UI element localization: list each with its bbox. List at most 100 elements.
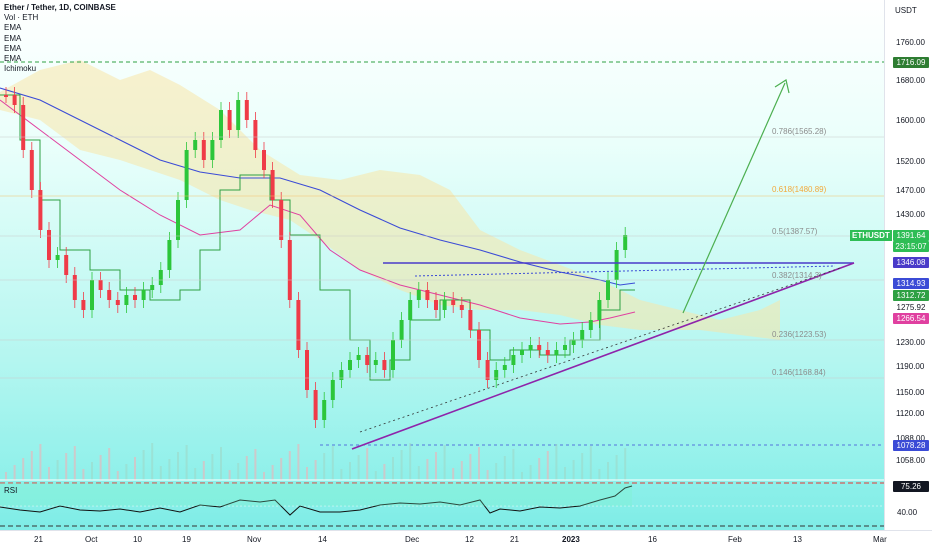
volume-bar bbox=[220, 447, 222, 480]
candle-body bbox=[64, 255, 69, 275]
price-tick: 1230.00 bbox=[896, 338, 925, 347]
fib-label-0382: 0.382(1314.3) bbox=[772, 271, 822, 280]
ichimoku-indicator[interactable]: Ichimoku bbox=[4, 64, 37, 74]
volume-bar bbox=[555, 444, 558, 480]
volume-bars bbox=[5, 443, 627, 480]
price-tick: 1520.00 bbox=[896, 157, 925, 166]
ichimoku-conversion-line bbox=[0, 94, 635, 381]
candle-body bbox=[115, 300, 120, 305]
candle-body bbox=[107, 290, 112, 300]
volume-bar bbox=[495, 463, 498, 480]
support-price-tag: 1078.28 bbox=[893, 440, 929, 451]
candle-body bbox=[90, 280, 94, 310]
rsi-label[interactable]: RSI bbox=[4, 486, 18, 495]
symbol-title[interactable]: Ether / Tether, 1D, COINBASE bbox=[4, 3, 116, 12]
volume-bar bbox=[271, 465, 274, 480]
fib-label-0786: 0.786(1565.28) bbox=[772, 127, 827, 136]
volume-bar bbox=[159, 466, 162, 480]
candle-body bbox=[227, 110, 232, 130]
last-price-tag: 1391.64 bbox=[893, 230, 929, 241]
candle-body bbox=[322, 400, 327, 420]
candle-body bbox=[520, 350, 524, 355]
time-tick: Dec bbox=[405, 535, 420, 544]
candle-body bbox=[391, 340, 395, 370]
candle-body bbox=[348, 360, 352, 370]
time-tick: 14 bbox=[318, 535, 327, 544]
volume-bar bbox=[254, 449, 257, 480]
time-tick: 13 bbox=[793, 535, 802, 544]
fib-label-0236: 0.236(1223.53) bbox=[772, 330, 827, 339]
resistance-price-tag: 1346.08 bbox=[893, 257, 929, 268]
candle-body bbox=[477, 330, 481, 360]
ema-blue-price-tag: 1314.93 bbox=[893, 278, 929, 289]
volume-bar bbox=[564, 467, 566, 480]
candle-body bbox=[244, 100, 249, 120]
volume-bar bbox=[202, 461, 205, 480]
volume-bar bbox=[383, 464, 386, 480]
candle-body bbox=[98, 280, 103, 290]
volume-bar bbox=[349, 462, 351, 480]
candle-body bbox=[425, 290, 430, 300]
volume-bar bbox=[598, 469, 601, 480]
time-tick: 16 bbox=[648, 535, 657, 544]
bar-countdown-tag: 23:15:07 bbox=[893, 241, 929, 252]
volume-bar bbox=[297, 444, 300, 480]
candle-body bbox=[150, 285, 155, 290]
candle-body bbox=[305, 350, 309, 390]
ema-indicator-4[interactable]: EMA bbox=[4, 54, 22, 64]
time-tick: Feb bbox=[728, 535, 742, 544]
candle-body bbox=[141, 290, 146, 300]
ema-indicator-2[interactable]: EMA bbox=[4, 33, 22, 43]
chart-legend[interactable]: Ether / Tether, 1D, COINBASE Vol · ETH E… bbox=[4, 3, 116, 74]
time-tick: 10 bbox=[133, 535, 142, 544]
candle-body bbox=[296, 300, 301, 350]
target-price-tag: 1716.09 bbox=[893, 57, 929, 68]
volume-bar bbox=[521, 472, 523, 480]
fib-label-05: 0.5(1387.57) bbox=[772, 227, 818, 236]
ema-blue-line bbox=[0, 87, 636, 286]
volume-bar bbox=[478, 447, 480, 480]
candle-body bbox=[270, 170, 275, 200]
candle-body bbox=[12, 95, 17, 105]
symbol-tag: ETHUSDT bbox=[850, 230, 892, 241]
volume-bar bbox=[486, 470, 489, 480]
candle-body bbox=[124, 295, 129, 305]
ema-indicator-1[interactable]: EMA bbox=[4, 23, 22, 33]
ema-indicator-3[interactable]: EMA bbox=[4, 43, 22, 53]
time-axis[interactable] bbox=[0, 530, 932, 551]
candle-body bbox=[545, 350, 550, 355]
volume-bar bbox=[116, 471, 119, 480]
volume-bar bbox=[151, 443, 154, 480]
candle-body bbox=[451, 300, 456, 305]
volume-bar bbox=[65, 453, 68, 480]
volume-bar bbox=[435, 452, 437, 480]
conversion-price-tag: 1312.72 bbox=[893, 290, 929, 301]
chart-drawings[interactable] bbox=[0, 0, 884, 530]
volume-bar bbox=[400, 450, 403, 480]
ema-price-tag: 1275.92 bbox=[896, 303, 926, 312]
candle-body bbox=[133, 295, 137, 300]
volume-bar bbox=[177, 452, 179, 480]
candle-body bbox=[29, 150, 34, 190]
price-tick: 1430.00 bbox=[896, 210, 925, 219]
volume-bar bbox=[39, 444, 42, 480]
volume-bar bbox=[572, 460, 575, 480]
projection-arrow-head bbox=[774, 79, 790, 94]
ema-pink-price-tag: 1266.54 bbox=[893, 313, 929, 324]
volume-bar bbox=[538, 458, 541, 480]
volume-bar bbox=[306, 467, 308, 480]
time-tick: 2023 bbox=[562, 535, 580, 544]
candle-body bbox=[373, 360, 378, 365]
candle-body bbox=[81, 300, 86, 310]
volume-bar bbox=[168, 459, 171, 480]
volume-bar bbox=[392, 457, 394, 480]
candle-body bbox=[72, 275, 77, 300]
price-tick: 1120.00 bbox=[896, 409, 925, 418]
volume-bar bbox=[443, 445, 446, 480]
ichimoku-cloud bbox=[0, 60, 780, 340]
volume-bar bbox=[142, 450, 145, 480]
volume-indicator[interactable]: Vol · ETH bbox=[4, 13, 39, 23]
volume-bar bbox=[615, 455, 618, 480]
rsi-pane[interactable] bbox=[0, 480, 884, 530]
volume-bar bbox=[529, 465, 532, 480]
